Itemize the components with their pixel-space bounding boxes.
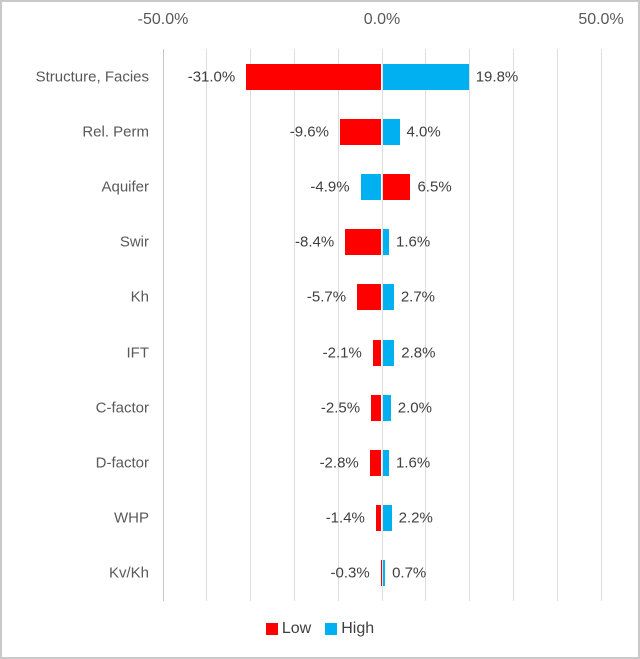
category-label: Kv/Kh: [108, 564, 149, 582]
bar-low: [380, 560, 382, 587]
data-label-positive: 2.2%: [398, 509, 433, 527]
bar-high: [382, 63, 469, 90]
bar-low: [382, 174, 411, 200]
data-label-negative: -4.9%: [310, 178, 350, 196]
category-label: IFT: [126, 344, 150, 362]
data-label-negative: -31.0%: [187, 68, 236, 86]
data-label-positive: 2.7%: [400, 288, 436, 306]
bar-high: [382, 560, 386, 587]
gridline: [512, 49, 514, 601]
category-label: Kh: [130, 288, 149, 306]
category-label: Aquifer: [101, 178, 149, 196]
gridline: [293, 49, 295, 601]
data-label-negative: -0.3%: [330, 564, 370, 582]
data-label-positive: 19.8%: [475, 68, 519, 86]
legend-item-low: Low: [265, 620, 312, 638]
legend-label-low: Low: [281, 620, 312, 637]
legend-item-high: High: [325, 620, 374, 638]
category-label: WHP: [114, 509, 149, 527]
bar-low: [375, 505, 382, 532]
data-label-negative: -2.8%: [319, 454, 359, 472]
data-label-negative: -1.4%: [325, 509, 365, 527]
gridline: [337, 49, 339, 601]
axis-tick-label: -50.0%: [137, 11, 189, 28]
bar-high: [382, 284, 394, 311]
gridline: [381, 49, 383, 601]
bar-high: [382, 229, 389, 256]
category-label: C-factor: [95, 399, 149, 417]
bar-low: [339, 118, 382, 145]
bar-low: [372, 339, 382, 366]
category-label: Rel. Perm: [82, 123, 149, 141]
bar-low: [345, 229, 382, 256]
data-label-positive: 2.0%: [397, 399, 432, 417]
legend-label-high: High: [341, 620, 375, 637]
category-label: Structure, Facies: [35, 68, 149, 86]
bar-high: [382, 450, 389, 476]
gridline: [600, 49, 602, 601]
low-series-swatch: [265, 623, 278, 635]
bar-high: [382, 394, 391, 421]
data-label-positive: 2.8%: [401, 344, 436, 362]
category-label: D-factor: [95, 454, 149, 472]
data-label-negative: -9.6%: [289, 123, 329, 141]
data-label-positive: 4.0%: [406, 123, 441, 141]
axis-tick-label: 0.0%: [363, 11, 401, 28]
data-label-negative: -2.5%: [320, 399, 361, 417]
gridline: [206, 49, 208, 601]
gridline: [425, 49, 427, 601]
gridline: [556, 49, 558, 601]
data-label-positive: 0.7%: [392, 564, 427, 582]
gridline: [250, 49, 252, 601]
category-label: Swir: [119, 233, 149, 251]
bar-low: [371, 394, 382, 421]
data-label-positive: 1.6%: [396, 454, 431, 472]
data-label-negative: -5.7%: [306, 288, 347, 306]
bar-high: [382, 118, 400, 145]
legend: Low High: [2, 620, 638, 638]
bar-high: [360, 174, 382, 200]
data-label-negative: -2.1%: [322, 344, 362, 362]
data-label-positive: 1.6%: [396, 233, 431, 251]
bar-low: [357, 284, 382, 311]
bar-low: [369, 450, 382, 476]
bar-high: [382, 505, 392, 532]
high-series-swatch: [325, 623, 338, 635]
data-label-positive: 6.5%: [417, 178, 452, 196]
gridline: [162, 49, 164, 601]
bar-high: [382, 339, 395, 366]
bar-low: [246, 63, 382, 90]
gridline: [469, 49, 471, 601]
data-label-negative: -8.4%: [295, 233, 335, 251]
axis-tick-label: 50.0%: [578, 11, 624, 28]
